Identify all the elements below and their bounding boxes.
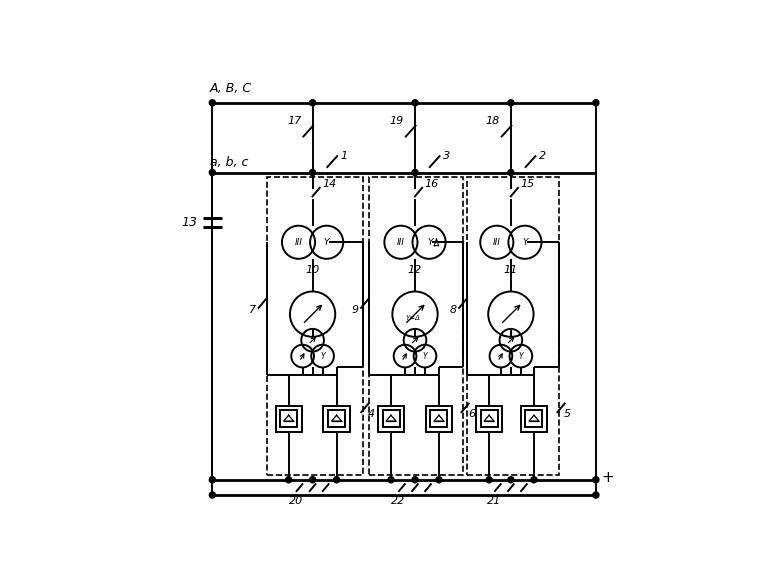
Text: 11: 11 xyxy=(504,265,518,275)
Text: A, B, C: A, B, C xyxy=(210,82,252,95)
Bar xyxy=(328,410,345,427)
Text: 1: 1 xyxy=(341,151,348,161)
Circle shape xyxy=(412,100,418,106)
Text: 9: 9 xyxy=(351,305,358,315)
Text: 16: 16 xyxy=(424,179,439,189)
Text: 18: 18 xyxy=(486,116,500,126)
Text: 22: 22 xyxy=(391,496,406,505)
Text: a, b, c: a, b, c xyxy=(210,156,249,169)
Circle shape xyxy=(209,169,215,175)
Text: 5: 5 xyxy=(564,409,571,419)
Text: 4: 4 xyxy=(368,409,375,419)
Text: 6: 6 xyxy=(468,409,475,419)
Bar xyxy=(426,406,452,432)
Text: 12: 12 xyxy=(408,265,422,275)
Circle shape xyxy=(388,477,394,483)
Text: 17: 17 xyxy=(288,116,302,126)
Bar xyxy=(431,410,448,427)
Circle shape xyxy=(310,169,316,175)
Bar xyxy=(476,406,502,432)
Text: 10: 10 xyxy=(306,265,320,275)
Text: Y: Y xyxy=(321,351,325,361)
Text: Y: Y xyxy=(423,351,427,361)
Text: +: + xyxy=(601,470,614,485)
Circle shape xyxy=(593,100,599,106)
Text: 19: 19 xyxy=(390,116,404,126)
Circle shape xyxy=(310,100,316,106)
Text: 15: 15 xyxy=(520,179,535,189)
Circle shape xyxy=(412,477,418,483)
Bar xyxy=(369,177,463,475)
Text: III: III xyxy=(397,238,405,247)
Text: 21: 21 xyxy=(487,496,502,505)
Bar xyxy=(275,406,302,432)
Circle shape xyxy=(436,477,442,483)
Circle shape xyxy=(209,477,215,483)
Circle shape xyxy=(209,492,215,498)
Circle shape xyxy=(593,477,599,483)
Text: 20: 20 xyxy=(289,496,303,505)
Circle shape xyxy=(334,477,339,483)
Text: Y: Y xyxy=(324,238,329,247)
Text: 14: 14 xyxy=(322,179,336,189)
Circle shape xyxy=(508,169,514,175)
Bar xyxy=(467,177,558,475)
Circle shape xyxy=(209,100,215,106)
Circle shape xyxy=(412,169,418,175)
Bar xyxy=(280,410,297,427)
Text: III: III xyxy=(493,238,501,247)
Text: 2: 2 xyxy=(539,151,546,161)
Bar xyxy=(324,406,349,432)
Text: III: III xyxy=(295,238,303,247)
Bar xyxy=(526,410,542,427)
Text: Y: Y xyxy=(519,351,523,361)
Circle shape xyxy=(486,477,492,483)
Bar xyxy=(267,177,363,475)
Text: 3: 3 xyxy=(443,151,451,161)
Bar xyxy=(480,410,498,427)
Text: 13: 13 xyxy=(181,216,197,229)
Circle shape xyxy=(508,477,514,483)
Text: 8: 8 xyxy=(449,305,456,315)
Bar xyxy=(521,406,547,432)
Text: Y: Y xyxy=(427,238,433,247)
Circle shape xyxy=(531,477,537,483)
Circle shape xyxy=(285,477,292,483)
Text: Y≠Δ: Y≠Δ xyxy=(406,315,420,321)
Circle shape xyxy=(593,492,599,498)
Bar xyxy=(382,410,399,427)
Circle shape xyxy=(508,100,514,106)
Circle shape xyxy=(310,477,316,483)
Text: 7: 7 xyxy=(249,305,256,315)
Text: Y: Y xyxy=(523,238,528,247)
Bar xyxy=(378,406,404,432)
